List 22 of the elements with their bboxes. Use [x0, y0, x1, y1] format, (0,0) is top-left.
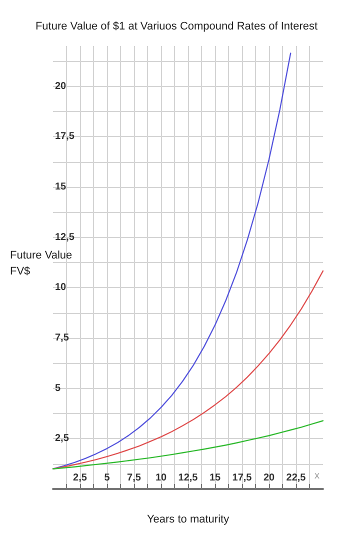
line-series: [52, 420, 324, 470]
x-tick-label: 20: [263, 472, 275, 484]
x-tick-label: 22,5: [286, 472, 306, 484]
x-tick-label: 15: [209, 472, 221, 484]
x-axis-title: Years to maturity: [146, 514, 230, 526]
x-tick-label: 12,5: [178, 472, 198, 484]
x-tick-label: 17,5: [232, 472, 252, 484]
y-tick-label: 15: [55, 181, 67, 192]
chart-title: Future Value of $1 at Variuos Compound Rates of Interest: [35, 20, 318, 32]
y-tick-label: 20: [55, 80, 67, 92]
y-tick-label: 10: [55, 282, 67, 294]
y-tick-label: 12,5: [55, 232, 75, 243]
y-tick-label: 5: [55, 382, 61, 394]
y-tick-label: 7,5: [55, 332, 70, 344]
y-axis-title: Future Value FV$: [10, 250, 72, 278]
x-tick-label: 5: [104, 472, 110, 484]
x-tick-label: 7,5: [127, 472, 142, 484]
x-tick-label: 10: [155, 472, 167, 484]
annotation: x: [314, 470, 320, 482]
y-tick-label: 17,5: [55, 131, 75, 142]
y-tick-label: 2,5: [55, 433, 70, 444]
x-tick-label: 2,5: [73, 472, 88, 484]
